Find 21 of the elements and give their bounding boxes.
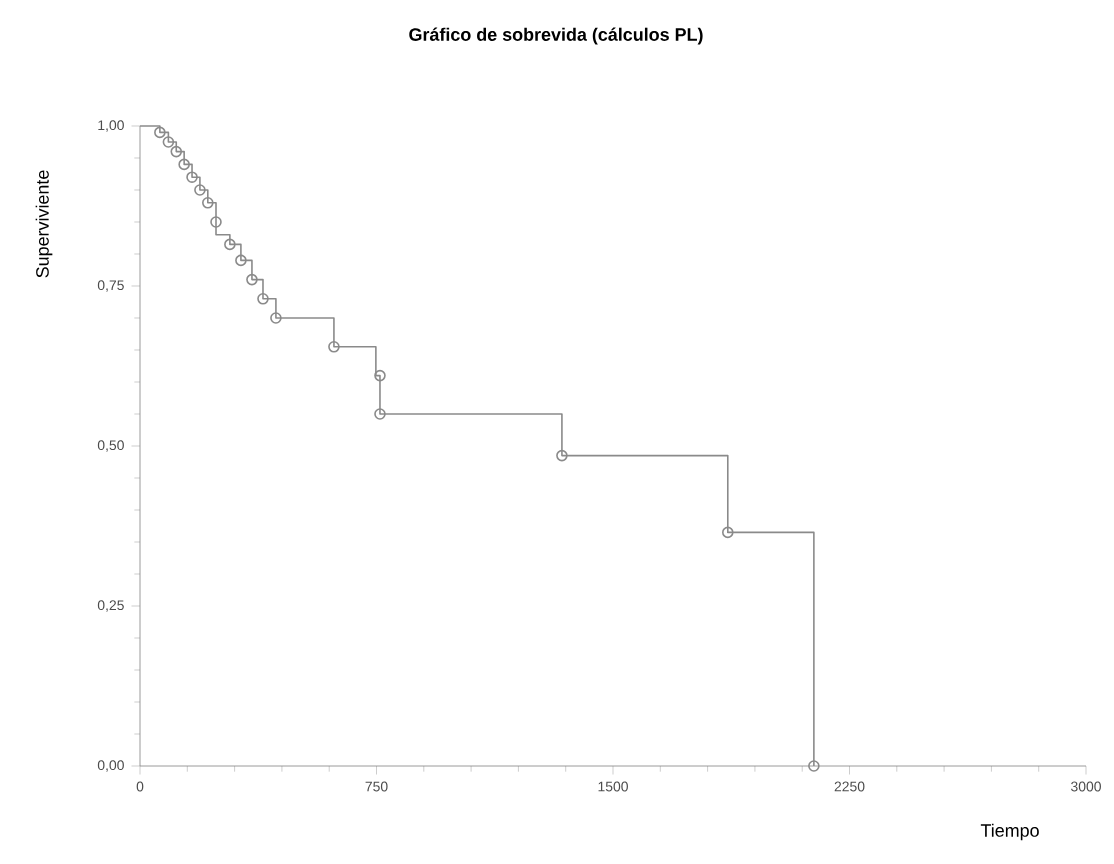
point [170, 145, 183, 158]
point [162, 136, 175, 148]
point [722, 526, 734, 539]
y-axis-title: Superviviente [35, 170, 53, 278]
point [556, 449, 568, 462]
point [270, 312, 282, 324]
point [186, 171, 198, 183]
point [178, 158, 190, 171]
point [328, 341, 340, 353]
point [194, 184, 206, 196]
point [202, 197, 214, 209]
chart-title: Gráfico de sobrevida (cálculos PL) [409, 27, 703, 45]
point [224, 238, 236, 251]
point [154, 126, 166, 139]
point [257, 293, 269, 305]
x-axis-title: Tiempo [980, 823, 1039, 841]
point [374, 408, 386, 420]
point [210, 216, 222, 228]
point [246, 273, 258, 286]
point [374, 369, 386, 382]
point [235, 254, 247, 267]
